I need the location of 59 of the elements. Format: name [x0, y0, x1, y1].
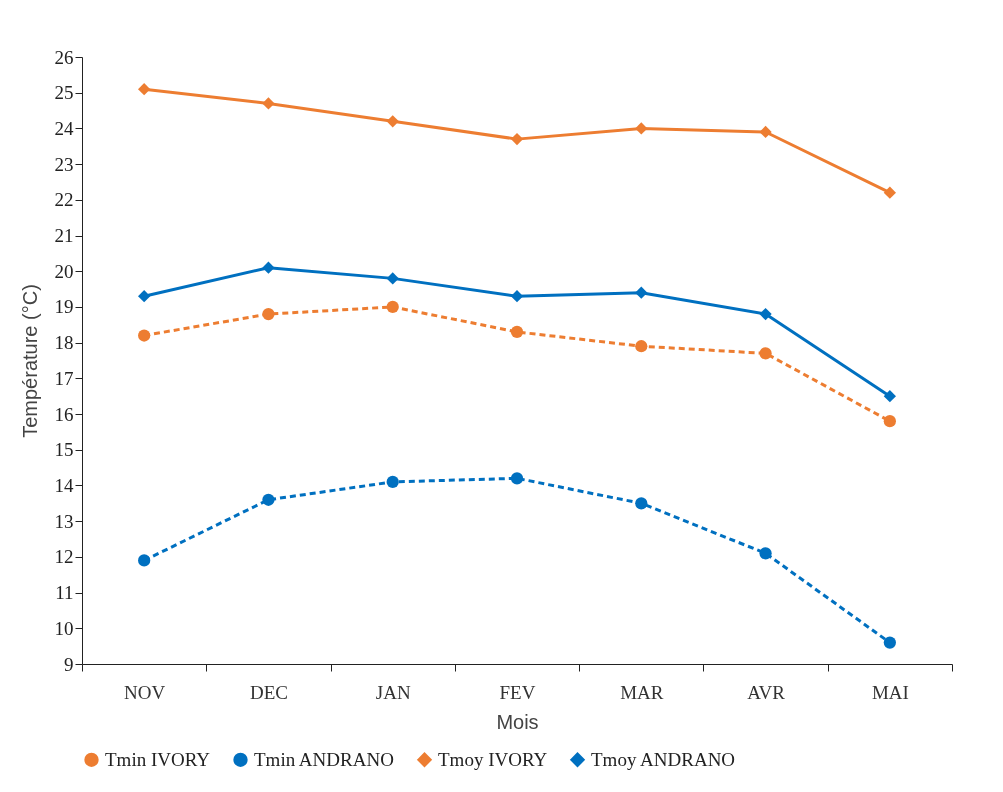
point: [759, 347, 772, 360]
x-tick-label: FEV: [499, 681, 536, 703]
legend-label: Tmoy IVORY: [438, 748, 548, 770]
point: [386, 300, 399, 314]
y-tick-label: 20: [54, 260, 74, 282]
point: [635, 122, 648, 135]
x-tick-label: AVR: [747, 681, 786, 703]
point: [386, 272, 399, 285]
point: [386, 115, 399, 128]
legend-label: Tmin ANDRANO: [254, 748, 394, 770]
legend-label: Tmoy ANDRANO: [591, 748, 736, 770]
y-tick-label: 25: [54, 82, 74, 104]
point: [510, 133, 524, 146]
point: [262, 307, 275, 321]
point: [635, 340, 648, 353]
legend-label: Tmin IVORY: [105, 748, 211, 770]
point: [138, 83, 151, 96]
x-tick-label: DEC: [249, 681, 288, 703]
x-tick-label: JAN: [375, 681, 411, 703]
y-tick-label: 14: [54, 474, 74, 496]
y-tick-label: 26: [54, 46, 74, 68]
point: [759, 125, 772, 139]
x-tick-label: NOV: [124, 681, 166, 703]
point: [138, 554, 151, 567]
y-tick-label: 9: [64, 653, 74, 675]
y-tick-label: 23: [54, 153, 74, 175]
y-tick-label: 15: [54, 439, 74, 461]
point: [262, 493, 275, 506]
point: [883, 415, 896, 428]
y-tick-label: 21: [54, 225, 74, 247]
point: [759, 307, 772, 321]
point: [635, 286, 648, 299]
y-tick-label: 10: [54, 617, 74, 639]
y-tick-label: 13: [54, 510, 74, 532]
point: [262, 261, 275, 274]
y-tick-label: 24: [54, 117, 74, 139]
point: [759, 547, 772, 560]
y-tick-label: 17: [54, 367, 74, 389]
y-tick-label: 22: [54, 189, 74, 211]
y-axis-title: Température (°C): [18, 284, 41, 438]
y-tick-label: 16: [54, 403, 74, 425]
y-tick-label: 12: [54, 546, 74, 568]
point: [262, 97, 275, 110]
point: [883, 636, 896, 649]
point: [510, 290, 524, 303]
point: [138, 290, 151, 303]
y-tick-label: 19: [54, 296, 74, 318]
x-axis-title: Mois: [496, 710, 539, 733]
point: [386, 475, 399, 489]
point: [138, 329, 151, 342]
point: [883, 186, 896, 199]
y-tick-label: 11: [55, 582, 74, 604]
point: [883, 390, 896, 403]
point: [510, 325, 524, 339]
y-tick-label: 18: [54, 332, 74, 354]
x-tick-label: MAI: [871, 681, 909, 703]
point: [635, 497, 648, 510]
x-tick-label: MAR: [620, 681, 664, 703]
point: [510, 472, 524, 485]
